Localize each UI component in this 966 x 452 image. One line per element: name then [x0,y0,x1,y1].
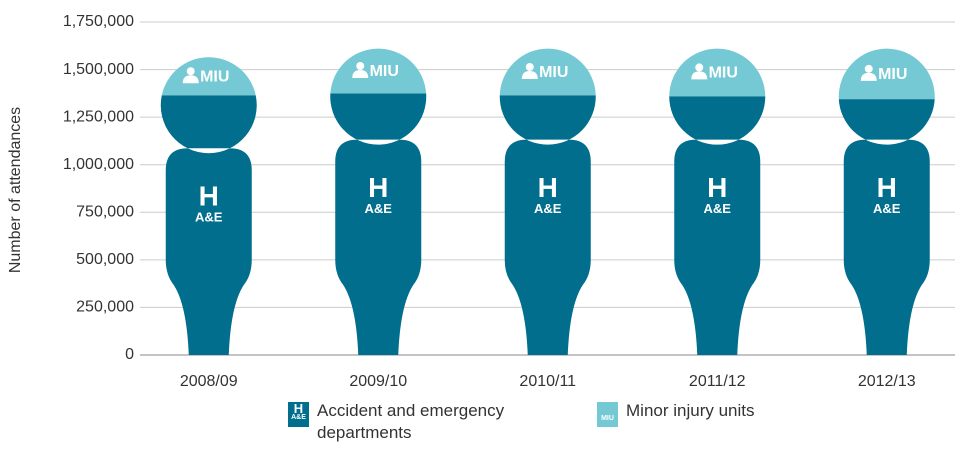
ae-figure [161,95,257,355]
ae-figure [500,95,596,355]
y-tick-label: 250,000 [76,299,134,316]
y-tick-label: 1,750,000 [63,13,134,30]
y-tick-label: 750,000 [76,204,134,221]
legend-icon-text: A&E [288,414,309,422]
miu-label: MIU [539,64,568,81]
legend-label: Accident and emergency departments [317,400,547,444]
y-tick-label: 1,000,000 [63,156,134,173]
x-tick-label: 2008/09 [180,373,238,390]
ae-label: A&E [534,201,562,216]
y-tick-label: 0 [125,346,134,363]
miu-icon [356,62,364,70]
legend-swatch: MIU [597,402,618,427]
ae-label: H [707,172,727,203]
plot: Number of attendances 0 250,000 500,000 750… [0,0,966,400]
ae-label: H [538,172,558,203]
ae-label: H [368,172,388,203]
ae-figure [669,96,765,355]
miu-icon [187,67,195,75]
miu-label: MIU [200,68,229,85]
y-tick-label: 1,500,000 [63,61,134,78]
legend-label: Minor injury units [626,400,755,422]
y-tick-label: 1,250,000 [63,108,134,125]
ae-label: H [877,172,897,203]
chart: Number of attendances 0 250,000 500,000 750… [0,0,966,452]
miu-label: MIU [370,63,399,80]
ae-label: A&E [365,201,393,216]
legend-icon-text: MIU [597,415,618,423]
ae-label: A&E [195,210,223,225]
x-tick-label: 2011/12 [689,373,746,390]
x-tick-label: 2009/10 [349,373,407,390]
x-tick-label: 2012/13 [858,373,916,390]
ae-figure [330,93,426,355]
y-tick-label: 500,000 [76,251,134,268]
legend-item: MIU Minor injury units [597,400,755,427]
x-tick-label: 2010/11 [519,373,576,390]
y-axis-label: Number of attendances [7,107,24,273]
miu-label: MIU [878,66,907,83]
ae-figure [839,99,935,355]
ae-label: A&E [704,201,732,216]
ae-label: H [199,181,219,212]
miu-label: MIU [709,65,738,82]
miu-icon [865,65,873,73]
miu-icon [526,63,534,71]
ae-label: A&E [873,201,901,216]
miu-icon [695,63,703,71]
